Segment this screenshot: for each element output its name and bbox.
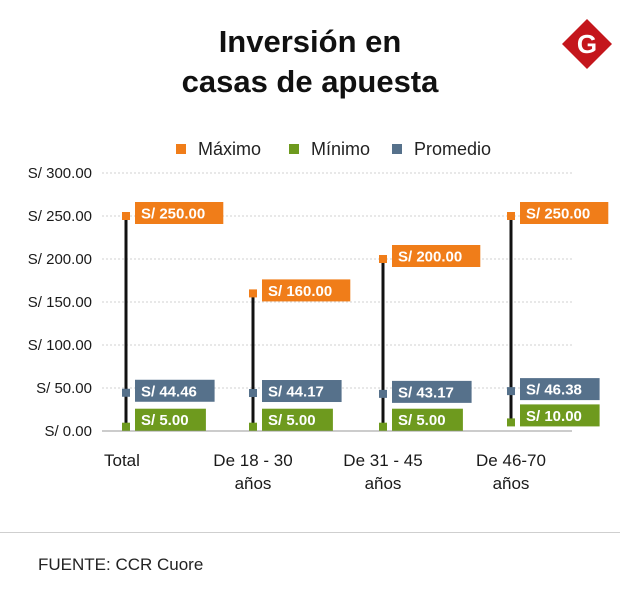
min-marker bbox=[122, 422, 130, 431]
gestion-logo-icon: G bbox=[562, 19, 612, 69]
legend-label-promedio: Promedio bbox=[414, 139, 492, 159]
avg-label-box bbox=[262, 380, 342, 403]
legend-item-maximo: Máximo bbox=[176, 137, 261, 161]
min-label-text: S/ 10.00 bbox=[526, 408, 582, 425]
y-tick-label: S/ 300.00 bbox=[28, 165, 92, 182]
min-label-box bbox=[135, 408, 206, 431]
max-marker bbox=[122, 212, 130, 220]
y-tick-label: S/ 50.00 bbox=[36, 380, 92, 397]
y-tick-label: S/ 0.00 bbox=[44, 423, 92, 440]
avg-marker bbox=[122, 388, 130, 397]
max-label-box bbox=[520, 202, 609, 224]
avg-label-box bbox=[392, 380, 472, 403]
max-label-box bbox=[135, 202, 224, 224]
max-label-text: S/ 250.00 bbox=[526, 206, 590, 223]
logo-letter: G bbox=[577, 29, 597, 59]
avg-marker bbox=[249, 389, 257, 398]
max-label-box bbox=[392, 245, 481, 267]
max-marker bbox=[507, 212, 515, 220]
avg-label-text: S/ 44.17 bbox=[268, 384, 324, 401]
max-label-text: S/ 200.00 bbox=[398, 249, 462, 266]
avg-label-text: S/ 44.46 bbox=[141, 383, 197, 400]
min-label-text: S/ 5.00 bbox=[268, 412, 316, 429]
max-label-text: S/ 160.00 bbox=[268, 283, 332, 300]
min-label-box bbox=[520, 404, 600, 427]
y-tick-label: S/ 100.00 bbox=[28, 337, 92, 354]
avg-marker bbox=[507, 387, 515, 396]
avg-label-text: S/ 43.17 bbox=[398, 384, 454, 401]
y-tick-label: S/ 150.00 bbox=[28, 294, 92, 311]
min-marker bbox=[379, 422, 387, 431]
max-marker bbox=[249, 289, 257, 298]
legend-swatch-maximo bbox=[176, 144, 186, 154]
footer-divider bbox=[0, 532, 620, 533]
y-tick-label: S/ 200.00 bbox=[28, 251, 92, 268]
legend-label-maximo: Máximo bbox=[198, 139, 262, 159]
source-note: FUENTE: CCR Cuore bbox=[38, 555, 204, 574]
y-tick-label: S/ 250.00 bbox=[28, 208, 92, 225]
min-marker bbox=[249, 422, 257, 431]
avg-marker bbox=[379, 389, 387, 398]
legend-swatch-minimo bbox=[289, 144, 299, 154]
category-label: De 18 - 30 bbox=[213, 451, 292, 470]
legend-item-promedio: Promedio bbox=[392, 137, 491, 161]
category-label: años bbox=[493, 474, 530, 493]
min-label-text: S/ 5.00 bbox=[141, 412, 189, 429]
max-marker bbox=[379, 255, 387, 263]
avg-label-text: S/ 46.38 bbox=[526, 382, 582, 399]
chart-title-line2: casas de apuesta bbox=[181, 64, 439, 99]
category-label: años bbox=[365, 474, 402, 493]
legend-swatch-promedio bbox=[392, 144, 402, 154]
chart-title-line1: Inversión en bbox=[218, 24, 402, 59]
avg-label-box bbox=[520, 378, 600, 401]
min-label-box bbox=[392, 408, 463, 431]
min-marker bbox=[507, 418, 515, 427]
category-label: De 31 - 45 bbox=[343, 451, 422, 470]
min-label-box bbox=[262, 408, 333, 431]
category-label: Total bbox=[104, 451, 140, 470]
min-label-text: S/ 5.00 bbox=[398, 412, 446, 429]
legend: Máximo Mínimo Promedio bbox=[0, 137, 620, 161]
chart-title: Inversión en casas de apuesta bbox=[0, 22, 620, 102]
category-label: años bbox=[235, 474, 272, 493]
legend-label-minimo: Mínimo bbox=[311, 139, 371, 159]
legend-item-minimo: Mínimo bbox=[289, 137, 370, 161]
max-label-text: S/ 250.00 bbox=[141, 206, 205, 223]
avg-label-box bbox=[135, 379, 215, 402]
max-label-box bbox=[262, 279, 351, 302]
range-chart: S/ 0.00 S/ 50.00 S/ 100.00 S/ 150.00 S/ 200.… bbox=[28, 165, 609, 493]
category-label: De 46-70 bbox=[476, 451, 546, 470]
